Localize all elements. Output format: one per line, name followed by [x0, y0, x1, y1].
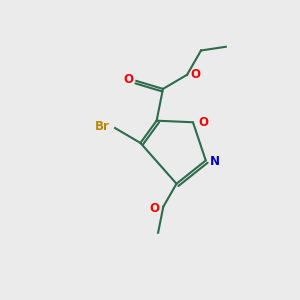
Text: O: O: [123, 73, 133, 86]
Text: O: O: [190, 68, 201, 81]
Text: N: N: [210, 155, 220, 168]
Text: Br: Br: [95, 120, 110, 133]
Text: O: O: [150, 202, 160, 215]
Text: O: O: [198, 116, 208, 129]
